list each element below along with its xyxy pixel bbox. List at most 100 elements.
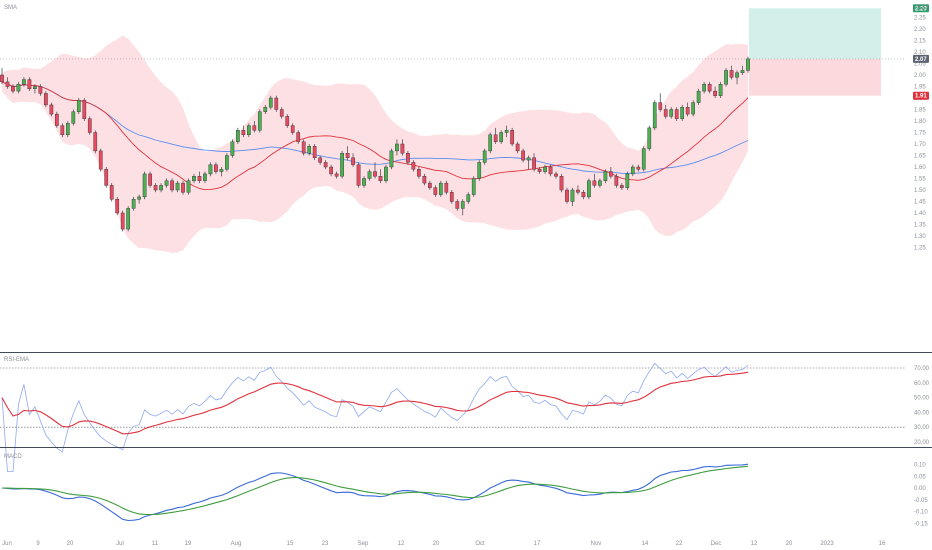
candle [718,81,723,98]
candle [707,81,712,94]
candle-body [581,192,586,198]
price-tick-label: 1.50 [914,188,926,194]
candle-body [356,164,361,186]
candle-body [192,175,196,181]
time-axis-label: 20 [786,541,793,547]
candle-body [707,83,712,92]
candle-body [120,212,125,230]
candle-body [510,129,514,145]
candle [746,56,750,73]
candle-body [49,104,54,115]
candle [252,121,257,133]
candle [115,196,120,216]
candle [285,114,290,128]
candle-body [598,180,602,186]
candle-body [318,157,322,163]
candle [652,100,657,131]
candle [554,171,558,179]
candle-body [225,155,229,170]
candle [499,130,504,144]
candle-body [340,152,344,177]
rsi-pane[interactable] [0,362,905,472]
candle-body [279,109,284,117]
candle [406,150,410,165]
candle [658,93,663,112]
candle [208,162,213,177]
candle [729,65,734,80]
candle-body [680,106,685,119]
candle [98,148,103,172]
candle [55,111,59,128]
candle [647,125,652,151]
candle-body [148,173,152,186]
candle [384,164,388,184]
price-tick-label: 1.60 [914,165,926,171]
price-tick-label: 1.30 [914,234,926,240]
time-axis-label: 20 [433,541,440,547]
candle-body [647,127,652,149]
candle-body [345,152,350,158]
candle-body [98,150,103,170]
candle [126,206,131,232]
candle [345,146,350,161]
candle-body [576,189,580,193]
candle [482,148,487,165]
candle-body [663,109,668,117]
sma-fast-line [1,81,749,191]
candle [318,155,322,165]
candle-body [493,134,498,142]
price-tick-label: 2.05 [914,62,926,68]
candle-body [455,201,460,209]
candle [170,178,174,193]
candle [367,169,372,181]
candle-body [126,208,131,230]
candle-body [521,150,525,161]
candle [433,185,438,197]
currency-label: AUD [915,5,928,11]
time-axis-label: Aug [231,541,242,547]
candle [279,107,284,119]
candle [263,104,268,115]
axes: 2.252.202.152.102.052.001.951.901.851.80… [0,4,932,547]
candle [422,173,427,186]
candle-body [609,171,613,177]
candle [493,127,498,144]
candle-body [449,192,454,202]
time-axis-label: 12 [751,541,758,547]
candle [477,160,482,181]
candle [76,98,81,115]
candle-body [285,116,290,126]
candle [400,139,405,156]
rsi-tick-label: 70.00 [914,366,930,372]
candle-body [570,189,575,202]
candle-body [153,185,158,191]
candle [203,171,207,184]
candle-body [674,109,679,119]
time-axis-label: 22 [676,541,683,547]
candle [471,176,476,197]
candle [466,192,471,204]
candle-body [296,132,301,142]
candle-body [603,171,608,182]
candle-body [389,150,394,168]
candle [5,77,10,89]
price-tick-label: 1.65 [914,154,926,160]
price-pane[interactable] [0,8,905,253]
candle [724,68,728,87]
candle [307,144,312,156]
time-axis-label: Nov [591,541,602,547]
macd-tick-label: 0.10 [914,463,926,469]
candle [587,178,591,200]
candle [38,84,43,96]
candle [713,86,717,98]
candle [378,169,383,184]
candle [515,141,520,154]
macd-pane[interactable] [1,463,749,522]
rsi-tick-label: 50.00 [914,396,930,402]
candle [87,116,92,135]
candle-body [323,162,328,168]
time-axis-label: Jun [2,541,12,547]
candle-body [236,129,240,142]
candle [131,196,136,211]
